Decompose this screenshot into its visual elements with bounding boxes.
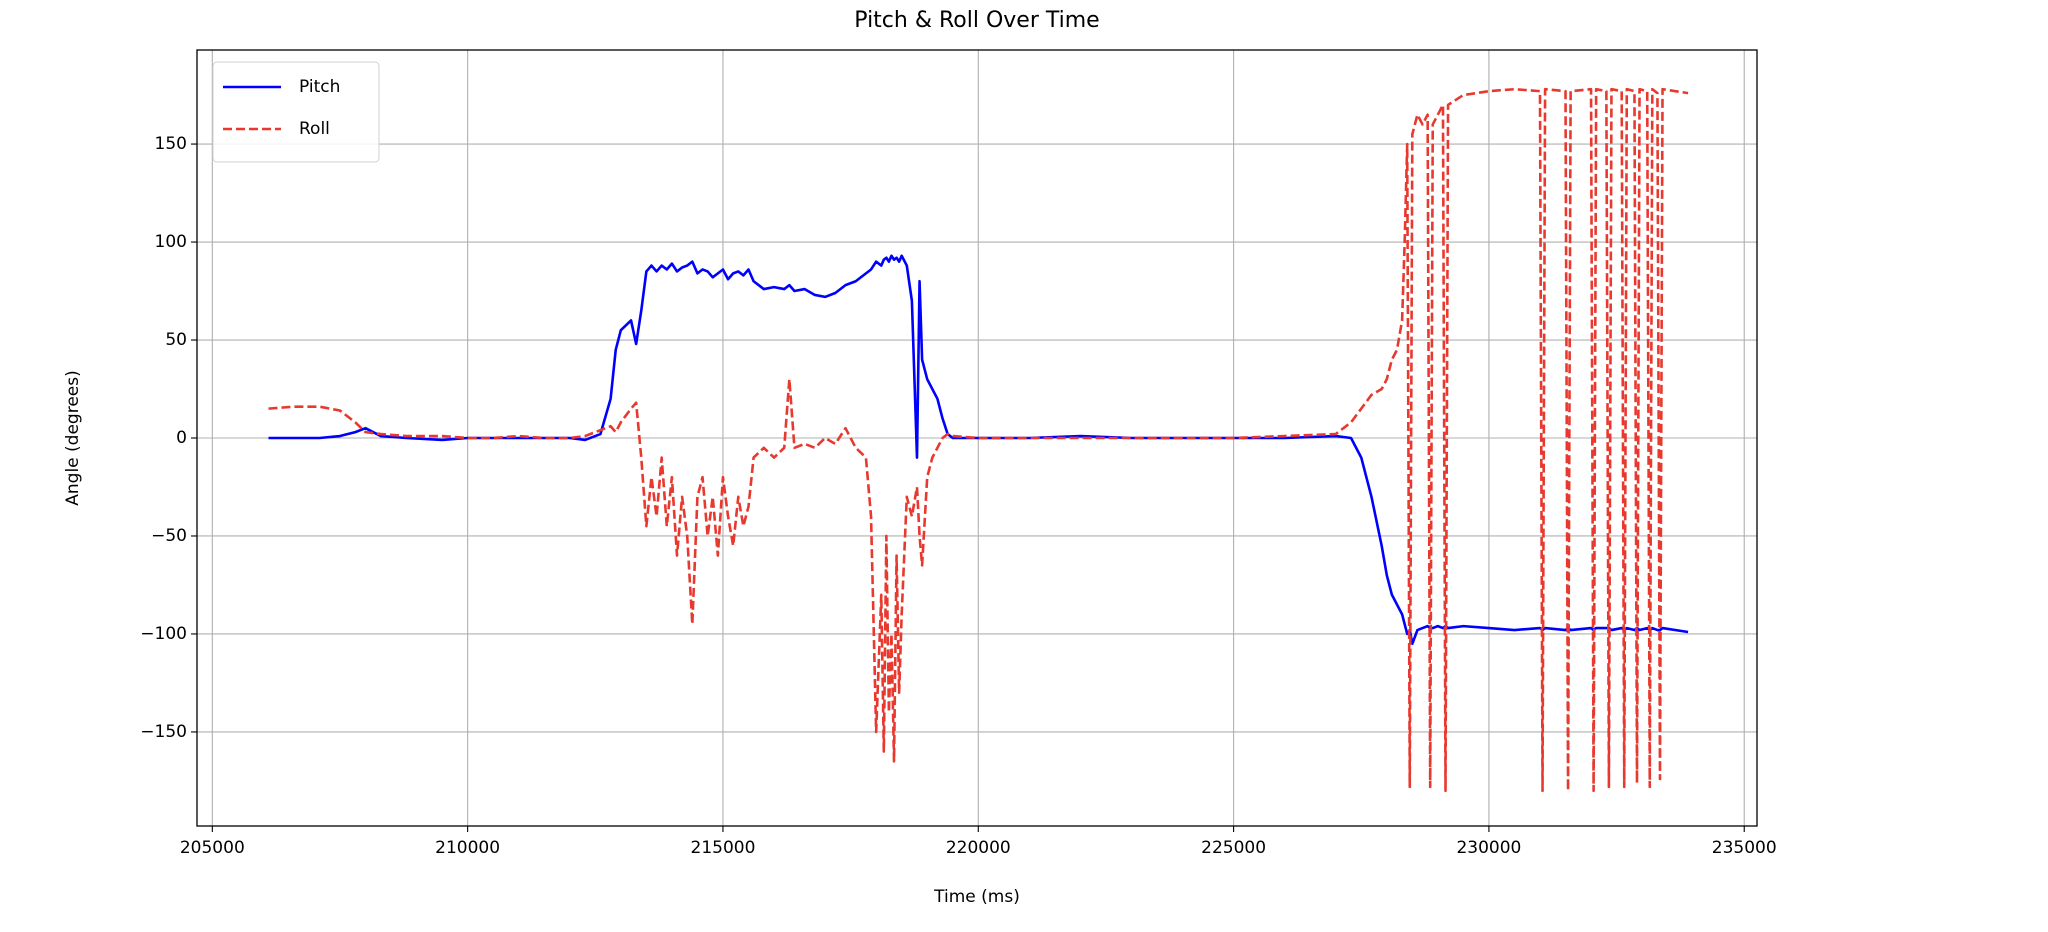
y-tick-label: 50 [165,330,187,350]
x-tick-label: 235000 [1712,838,1777,858]
x-tick-label: 215000 [691,838,756,858]
y-tick-label: −150 [140,722,187,742]
legend: Pitch Roll [212,61,380,163]
x-tick-label: 210000 [435,838,500,858]
chart-title: Pitch & Roll Over Time [854,8,1099,33]
x-tick-label: 220000 [946,838,1011,858]
y-tick-label: −50 [151,526,187,546]
y-tick-label: 0 [176,428,187,448]
series-line [268,87,1689,793]
legend-box [212,61,380,163]
legend-label: Pitch [299,77,340,97]
x-tick-label: 230000 [1456,838,1521,858]
series-line [268,254,1689,646]
y-axis-label: Angle (degrees) [63,370,83,505]
x-tick-label: 225000 [1201,838,1266,858]
plot-frame [196,49,1758,827]
x-axis-label: Time (ms) [933,887,1020,907]
x-tick-label: 205000 [180,838,245,858]
y-tick-label: 150 [155,134,187,154]
legend-label: Roll [299,119,330,139]
y-tick-label: −100 [140,624,187,644]
y-tick-label: 100 [155,232,187,252]
